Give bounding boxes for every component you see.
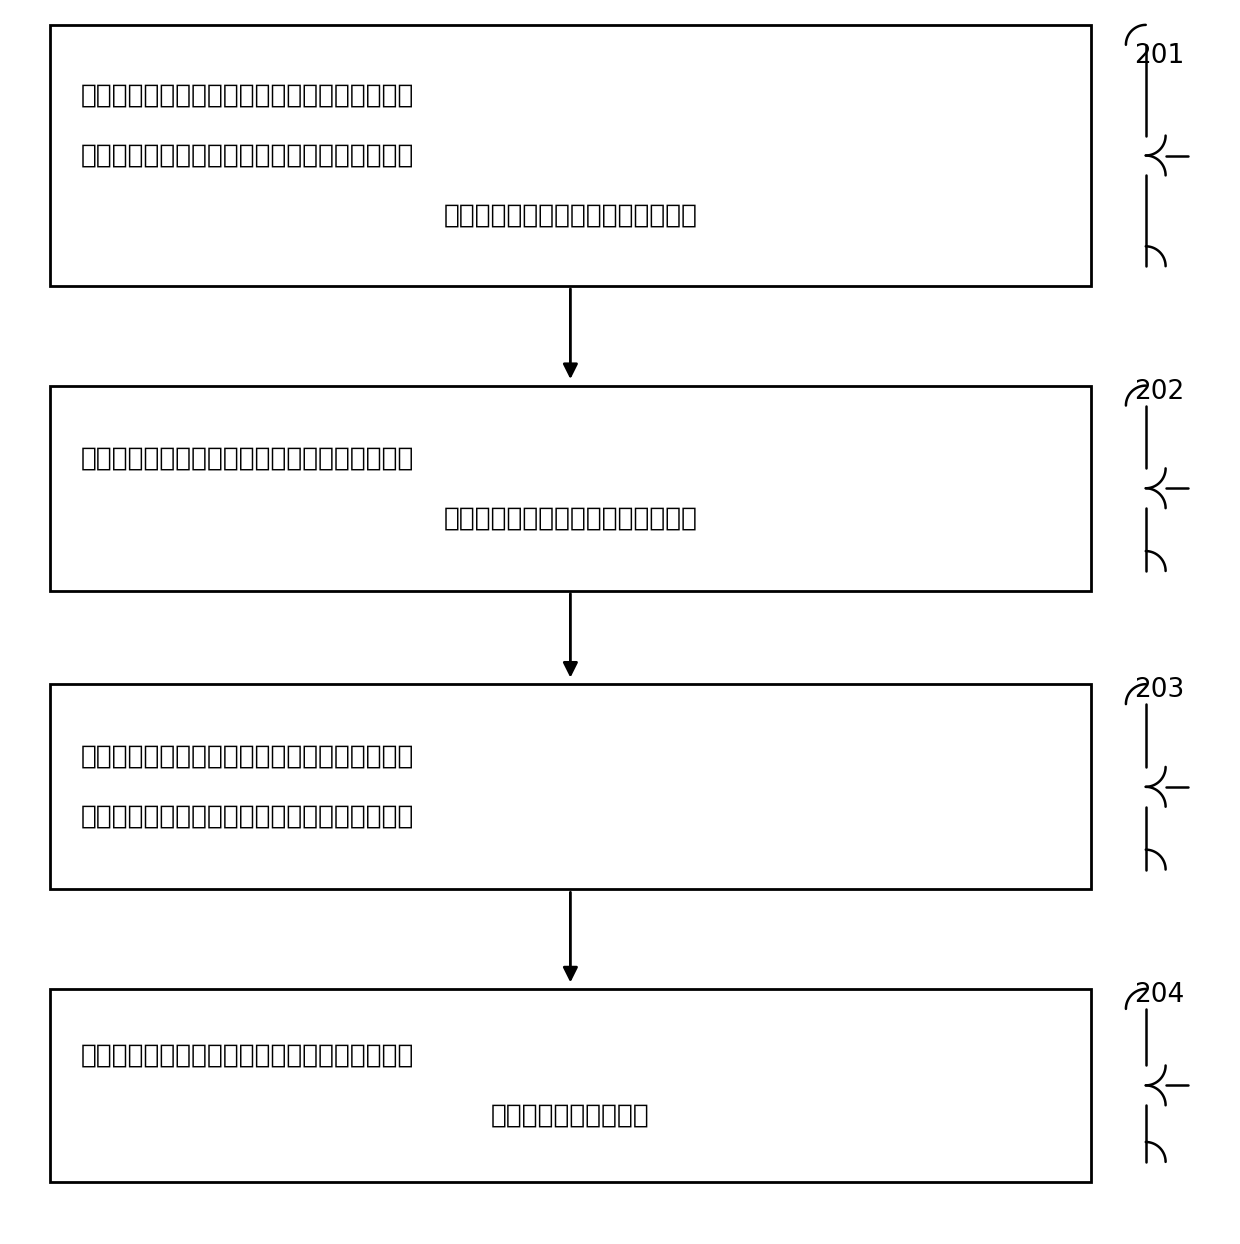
Text: 204: 204 bbox=[1135, 983, 1185, 1008]
Text: 根据车辆状态信息生成模拟定位系统，根据所述: 根据车辆状态信息生成模拟定位系统，根据所述 bbox=[81, 445, 414, 471]
Text: 203: 203 bbox=[1135, 678, 1185, 703]
Text: 接收通过摄像装置在指定场景采集的包含有红绿: 接收通过摄像装置在指定场景采集的包含有红绿 bbox=[81, 83, 414, 108]
Bar bbox=[50, 684, 1091, 889]
Text: 获取红绿灯识别系统根据所述视频信息、所述模: 获取红绿灯识别系统根据所述视频信息、所述模 bbox=[81, 744, 414, 770]
Text: 红绿灯的设施信息生成模拟高精地图: 红绿灯的设施信息生成模拟高精地图 bbox=[444, 505, 697, 531]
Text: 灯识别系统的识别性能: 灯识别系统的识别性能 bbox=[491, 1102, 650, 1128]
Bar bbox=[50, 386, 1091, 591]
Bar bbox=[50, 25, 1091, 286]
Text: 依据所述真值数据和所述识别内容确定所述红绿: 依据所述真值数据和所述识别内容确定所述红绿 bbox=[81, 1042, 414, 1069]
Text: 拟定位系统和所述模拟高精地图得到的识别内容: 拟定位系统和所述模拟高精地图得到的识别内容 bbox=[81, 804, 414, 830]
Text: 201: 201 bbox=[1135, 44, 1185, 68]
Text: 灯的视频信息，并对所述视频信息进行虚拟化处: 灯的视频信息，并对所述视频信息进行虚拟化处 bbox=[81, 143, 414, 168]
Text: 202: 202 bbox=[1135, 379, 1185, 404]
Text: 理得到预设场景下的红绿灯视频信息: 理得到预设场景下的红绿灯视频信息 bbox=[444, 203, 697, 228]
Bar bbox=[50, 989, 1091, 1182]
